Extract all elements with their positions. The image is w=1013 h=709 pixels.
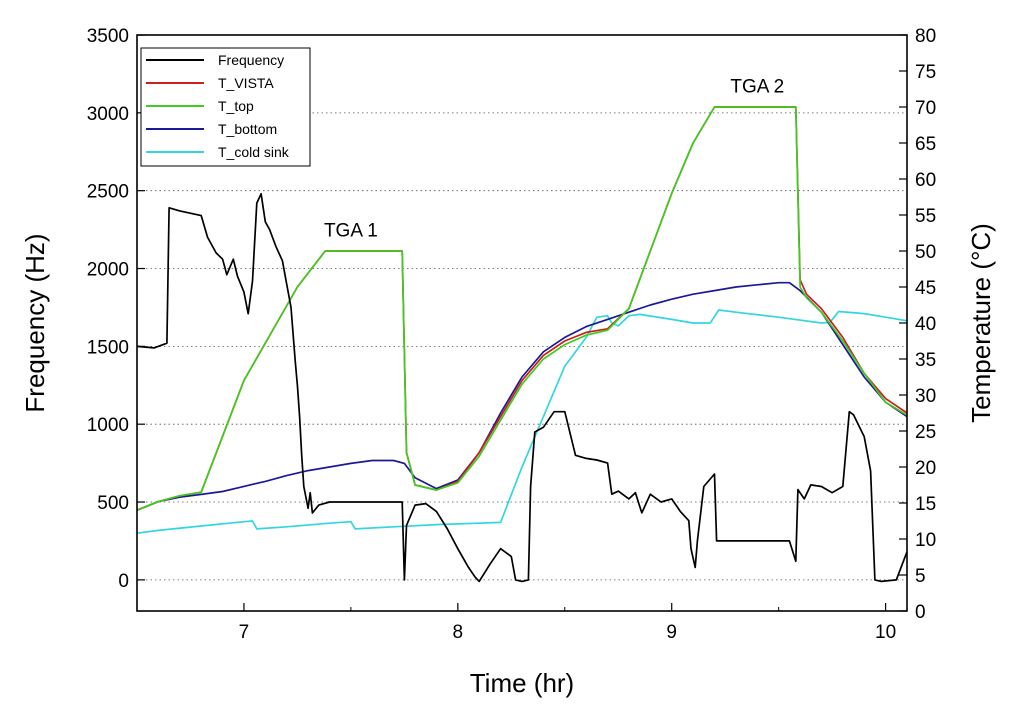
- y-left-tick-label: 3000: [87, 104, 129, 125]
- y-right-tick-label: 75: [915, 62, 936, 83]
- y-left-tick-label: 1000: [87, 415, 129, 436]
- y-right-tick-label: 70: [915, 98, 936, 119]
- y-left-tick-label: 1500: [87, 337, 129, 358]
- x-tick-label: 8: [453, 622, 464, 643]
- x-tick-label: 9: [666, 622, 677, 643]
- x-tick-label: 7: [239, 622, 250, 643]
- y-right-tick-label: 35: [915, 350, 936, 371]
- y-left-tick-label: 3500: [87, 26, 129, 47]
- legend-label: T_top: [218, 98, 254, 114]
- annotation-label: TGA 2: [730, 77, 784, 98]
- y-right-tick-label: 50: [915, 242, 936, 263]
- y-left-tick-label: 500: [97, 493, 129, 514]
- legend-label: T_cold sink: [218, 144, 290, 160]
- series-line-t-top: [136, 106, 908, 511]
- y-right-tick-label: 15: [915, 494, 936, 515]
- x-axis: 7 8 9 10: [136, 603, 896, 643]
- y-axis-right: 0 5 10 15 20 25 30 35 40 45 50 55 60 65 70 75 80: [899, 26, 936, 623]
- y-right-tick-label: 25: [915, 422, 936, 443]
- series-line-frequency: [136, 192, 908, 583]
- y-axis-left: 0 500 1000 1500 2000 2500 3000 3500: [87, 26, 145, 592]
- y-right-tick-label: 5: [915, 566, 926, 587]
- x-axis-title: Time (hr): [470, 668, 574, 698]
- y-right-tick-label: 0: [915, 602, 926, 623]
- y-right-tick-label: 65: [915, 134, 936, 155]
- y-left-tick-label: 2000: [87, 260, 129, 281]
- y-right-tick-label: 45: [915, 278, 936, 299]
- y-left-tick-label: 0: [118, 571, 129, 592]
- legend-label: T_bottom: [218, 121, 277, 137]
- legend: Frequency T_VISTA T_top T_bottom T_cold sink: [140, 47, 311, 167]
- legend-label: Frequency: [218, 52, 284, 68]
- y-right-tick-label: 80: [915, 26, 936, 47]
- legend-label: T_VISTA: [218, 75, 274, 91]
- series-line-t-cold-sink: [136, 309, 908, 535]
- y-right-tick-label: 10: [915, 530, 936, 551]
- y-right-tick-label: 60: [915, 170, 936, 191]
- y-right-tick-label: 40: [915, 314, 936, 335]
- series-line-t-bottom: [136, 281, 908, 511]
- annotations: TGA 1 TGA 2: [324, 77, 784, 242]
- y-axis-right-title: Temperature (°C): [966, 223, 996, 423]
- y-right-tick-label: 55: [915, 206, 936, 227]
- y-right-tick-label: 20: [915, 458, 936, 479]
- y-axis-left-title: Frequency (Hz): [20, 233, 50, 412]
- y-right-tick-label: 30: [915, 386, 936, 407]
- annotation-label: TGA 1: [324, 221, 378, 242]
- y-left-tick-label: 2500: [87, 182, 129, 203]
- series-layer: [136, 106, 908, 583]
- x-tick-label: 10: [875, 622, 896, 643]
